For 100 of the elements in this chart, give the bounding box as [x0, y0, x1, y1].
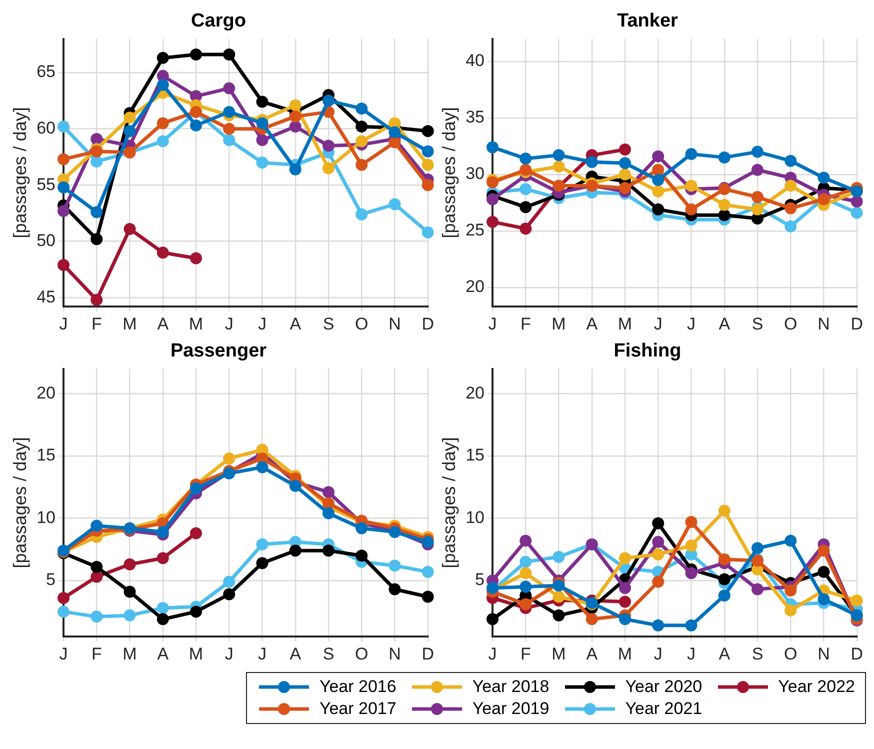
x-tick-label: J — [654, 644, 662, 664]
point — [552, 609, 565, 622]
legend-label: Year 2019 — [472, 699, 550, 719]
point — [289, 99, 302, 112]
x-tick-label: D — [850, 314, 863, 334]
chart-title: Cargo — [191, 10, 246, 32]
point — [486, 613, 499, 626]
point — [223, 48, 236, 61]
point — [422, 179, 434, 192]
legend-label: Year 2021 — [625, 699, 702, 719]
point — [718, 151, 730, 164]
x-tick-label: M — [618, 314, 632, 334]
point — [685, 516, 698, 528]
y-tick-label: 40 — [466, 51, 485, 70]
point — [520, 222, 532, 235]
point — [256, 96, 268, 108]
point — [652, 548, 664, 560]
chart-title: Tanker — [617, 10, 679, 32]
x-tick-label: J — [654, 314, 662, 334]
point — [784, 220, 797, 232]
point — [652, 185, 664, 198]
point — [520, 556, 532, 568]
legend-label: Year 2020 — [625, 677, 702, 697]
point — [784, 604, 797, 616]
point — [90, 520, 103, 532]
y-tick-label: 15 — [466, 446, 485, 465]
x-tick-label: N — [818, 644, 830, 664]
x-tick-label: M — [122, 314, 137, 334]
point — [223, 452, 236, 464]
point — [850, 594, 863, 606]
point — [818, 544, 830, 557]
point — [718, 504, 730, 517]
point — [652, 203, 664, 216]
x-tick-label: M — [552, 644, 566, 664]
x-tick-label: M — [122, 644, 137, 664]
point — [124, 222, 136, 235]
point — [90, 610, 103, 623]
y-tick-label: 15 — [36, 446, 56, 465]
point — [520, 183, 532, 196]
point — [289, 163, 302, 176]
point — [190, 119, 202, 132]
x-tick-label: F — [91, 644, 102, 664]
point — [652, 619, 664, 632]
point — [190, 252, 202, 264]
point — [685, 148, 698, 160]
point — [356, 158, 368, 171]
x-tick-label: M — [552, 314, 566, 334]
point — [322, 162, 334, 174]
point — [256, 538, 268, 550]
point — [619, 182, 631, 194]
point — [322, 94, 334, 107]
point — [784, 154, 797, 167]
y-tick-label: 10 — [36, 508, 56, 527]
point — [586, 156, 598, 168]
point — [356, 135, 368, 148]
point — [652, 164, 664, 176]
y-axis-title: [passages / day] — [438, 107, 459, 238]
point — [156, 52, 169, 64]
y-tick-label: 35 — [466, 108, 485, 127]
legend-label: Year 2016 — [319, 677, 396, 697]
point — [818, 593, 830, 606]
point — [256, 557, 268, 570]
point — [586, 613, 598, 626]
point — [124, 112, 136, 124]
y-tick-label: 5 — [46, 570, 56, 590]
point — [422, 590, 434, 603]
y-tick-label: 45 — [36, 287, 56, 306]
x-tick-label: S — [322, 644, 334, 664]
point — [486, 582, 499, 594]
y-tick-label: 20 — [466, 277, 485, 296]
y-tick-label: 20 — [466, 383, 485, 402]
x-tick-label: M — [618, 644, 632, 664]
point — [520, 567, 532, 580]
point — [90, 294, 103, 306]
point — [784, 202, 797, 214]
x-tick-label: M — [188, 644, 204, 664]
point — [156, 552, 169, 564]
point — [619, 168, 631, 180]
point — [58, 606, 70, 618]
y-tick-label: 10 — [466, 508, 485, 527]
point — [619, 582, 631, 594]
y-axis-title: [passages / day] — [10, 107, 30, 238]
point — [619, 613, 631, 626]
point — [223, 576, 236, 588]
point — [652, 536, 664, 548]
point — [652, 517, 664, 530]
y-axis-title: [passages / day] — [10, 437, 30, 568]
legend-label: Year 2022 — [778, 677, 855, 697]
point — [818, 172, 830, 184]
x-tick-label: A — [157, 314, 170, 334]
x-tick-label: S — [322, 314, 334, 334]
point — [818, 566, 830, 578]
x-tick-label: A — [718, 314, 731, 334]
x-tick-label: A — [290, 644, 302, 664]
point — [850, 206, 863, 219]
y-tick-label: 55 — [36, 174, 56, 194]
x-tick-label: S — [752, 314, 764, 334]
point — [685, 540, 698, 552]
y-tick-label: 5 — [475, 570, 485, 590]
point — [58, 204, 70, 217]
